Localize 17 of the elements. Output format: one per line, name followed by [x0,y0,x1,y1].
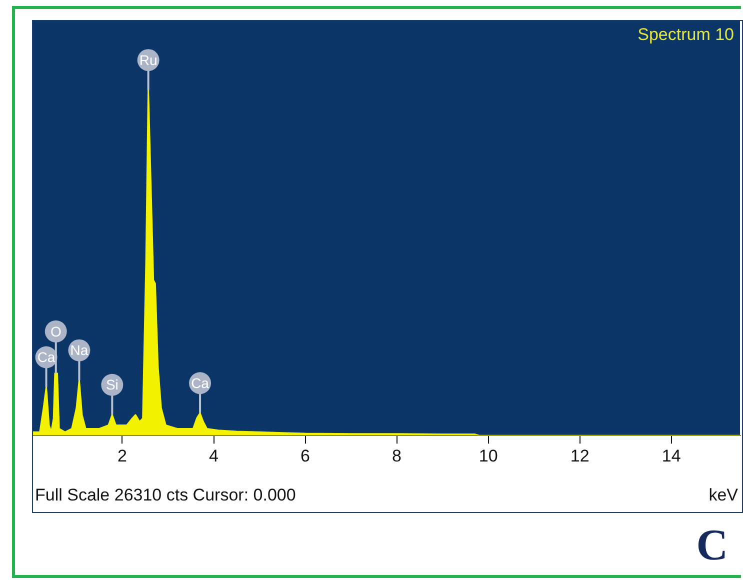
x-tick-label: 14 [662,446,681,466]
x-tick-label: 4 [209,446,218,466]
chart-title: Spectrum 10 [638,25,734,44]
annotation: O [50,323,62,340]
annotation: Ca [191,375,210,391]
annotation: Ca [37,349,56,366]
x-tick-label: 6 [300,446,310,466]
x-axis-title: keV [708,486,739,505]
annotation: Si [106,376,118,393]
x-tick-label: 8 [392,446,402,466]
x-tick-label: 12 [570,446,590,466]
annotation: Ru [139,52,158,68]
x-tick-label: 10 [478,446,498,466]
text: Full Scale 26310 cts Cursor: 0.000 [35,486,296,505]
x-tick-label: 2 [118,446,127,466]
annotation: Na [70,342,88,358]
text: C [696,520,728,570]
